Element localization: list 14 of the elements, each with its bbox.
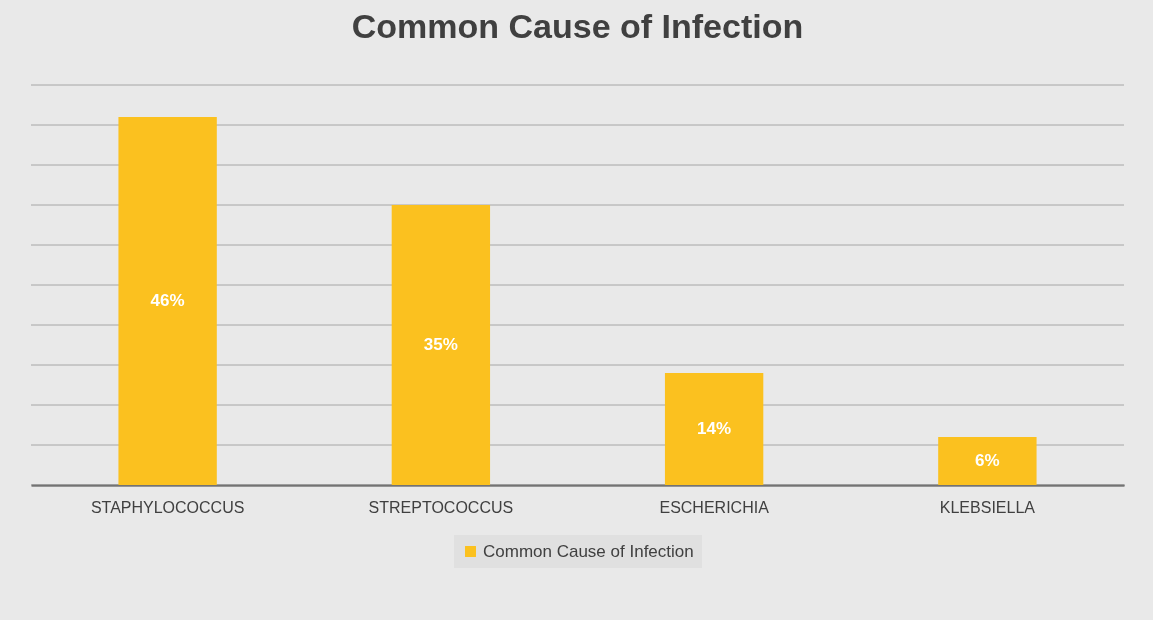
data-label: 35% bbox=[423, 335, 458, 354]
x-tick-label: ESCHERICHIA bbox=[659, 498, 770, 516]
data-label: 46% bbox=[150, 291, 185, 310]
data-label: 6% bbox=[975, 451, 1000, 470]
legend-label: Common Cause of Infection bbox=[483, 541, 694, 561]
x-tick-label: KLEBSIELLA bbox=[939, 498, 1036, 516]
bar bbox=[118, 117, 217, 485]
bar bbox=[391, 205, 491, 485]
x-tick-label: STAPHYLOCOCCUS bbox=[90, 498, 245, 516]
bar bbox=[938, 437, 1037, 485]
chart-title: Common Cause of Infection bbox=[351, 6, 804, 45]
x-tick-label: STREPTOCOCCUS bbox=[368, 498, 514, 516]
bar bbox=[664, 373, 764, 485]
data-label: 14% bbox=[697, 419, 732, 438]
